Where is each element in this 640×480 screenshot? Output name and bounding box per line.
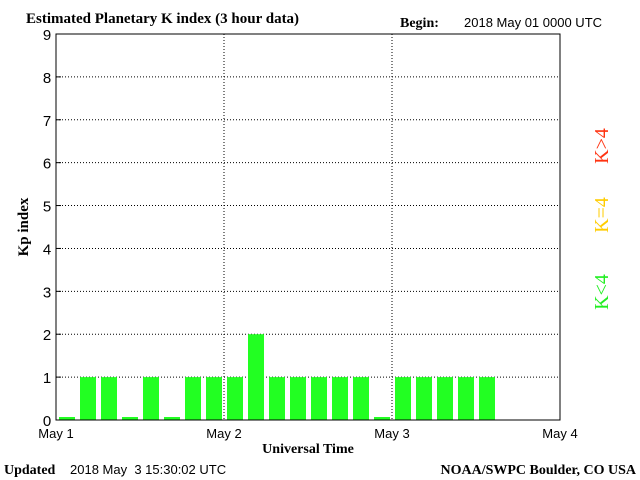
kp-bar-5 (164, 416, 180, 420)
legend-k-less-4: K<4 (591, 274, 613, 310)
y-tick-label-3: 3 (43, 284, 51, 301)
y-axis: 0 1 2 3 4 5 6 7 8 9 (43, 27, 61, 430)
kp-bar-18 (437, 377, 453, 420)
kp-bar-15 (374, 416, 390, 420)
kp-bar-1 (80, 377, 96, 420)
begin-value: 2018 May 01 0000 UTC (464, 15, 602, 30)
grid (56, 33, 560, 420)
legend-k-greater-4: K>4 (591, 128, 613, 164)
kp-bar-8 (227, 377, 243, 420)
y-tick-label-5: 5 (43, 199, 51, 216)
kp-bar-7 (206, 377, 222, 420)
plot-frame (55, 33, 561, 421)
kp-bar-13 (332, 377, 348, 420)
legend-k-equal-4: K=4 (591, 197, 613, 233)
updated-value: 2018 May 3 15:30:02 UTC (70, 462, 226, 477)
x-tick-label-0: May 1 (38, 426, 73, 441)
begin-label: Begin: (400, 16, 439, 31)
x-axis: May 1 May 2 May 3 May 4 (38, 426, 577, 441)
kp-bar-19 (458, 377, 474, 420)
kp-bar-2 (101, 377, 117, 420)
y-tick-label-8: 8 (43, 70, 51, 87)
y-tick-label-7: 7 (43, 113, 51, 130)
x-axis-label: Universal Time (262, 442, 354, 457)
y-tick-label-6: 6 (43, 156, 51, 173)
kp-bar-14 (353, 377, 369, 420)
kp-bar-12 (311, 377, 327, 420)
chart-title: Estimated Planetary K index (3 hour data… (26, 11, 299, 27)
y-tick-label-2: 2 (43, 327, 51, 344)
kp-bar-0 (59, 416, 75, 420)
y-tick-label-1: 1 (43, 370, 51, 387)
kp-bar-20 (479, 377, 495, 420)
kp-bar-16 (395, 377, 411, 420)
y-tick-label-0: 0 (43, 413, 51, 430)
kp-bar-10 (269, 377, 285, 420)
bars (59, 334, 495, 420)
kp-bar-4 (143, 377, 159, 420)
updated-label: Updated (4, 463, 56, 478)
y-tick-label-4: 4 (43, 241, 51, 258)
kp-bar-6 (185, 377, 201, 420)
x-tick-label-2: May 3 (374, 426, 409, 441)
kp-bar-11 (290, 377, 306, 420)
kp-bar-17 (416, 377, 432, 420)
y-axis-label: Kp index (16, 197, 32, 256)
kp-bar-3 (122, 416, 138, 420)
kp-bar-9 (248, 334, 264, 420)
x-tick-label-3: May 4 (542, 426, 577, 441)
y-tick-label-9: 9 (43, 27, 51, 44)
x-tick-label-1: May 2 (206, 426, 241, 441)
source-credit: NOAA/SWPC Boulder, CO USA (440, 463, 636, 478)
